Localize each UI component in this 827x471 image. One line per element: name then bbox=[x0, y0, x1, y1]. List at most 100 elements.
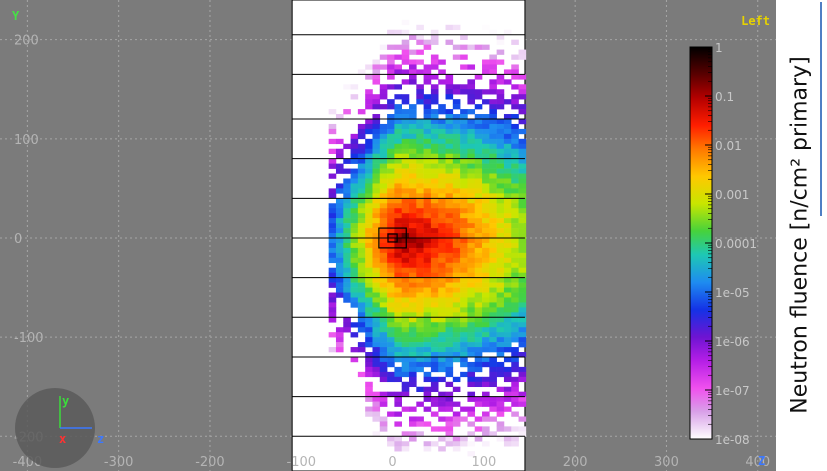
heat-cell-169 bbox=[358, 263, 366, 268]
heat-cell-1245 bbox=[475, 302, 483, 307]
heat-cell-324 bbox=[380, 129, 388, 134]
heat-cell-1253 bbox=[475, 342, 483, 347]
heat-cell-1165 bbox=[467, 238, 475, 243]
heat-cell-395 bbox=[387, 134, 395, 139]
heat-cell-1409 bbox=[497, 89, 505, 94]
heat-cell-379 bbox=[380, 421, 388, 426]
heat-cell-408 bbox=[387, 198, 395, 203]
heat-cell-1237 bbox=[475, 263, 483, 268]
heat-cell-787 bbox=[424, 377, 432, 382]
heat-cell-1248 bbox=[475, 317, 483, 322]
heat-cell-1435 bbox=[497, 228, 505, 233]
heat-cell-1269 bbox=[482, 64, 490, 69]
heat-cell-1603 bbox=[511, 441, 519, 446]
heat-cell-188 bbox=[365, 89, 373, 94]
heat-cell-687 bbox=[416, 208, 424, 213]
heat-cell-742 bbox=[424, 149, 432, 154]
heat-cell-1310 bbox=[482, 297, 490, 302]
heat-cell-971 bbox=[446, 268, 454, 273]
heat-cell-328 bbox=[380, 149, 388, 154]
heat-cell-1045 bbox=[453, 283, 461, 288]
heat-cell-308 bbox=[372, 372, 380, 377]
heat-cell-1328 bbox=[482, 412, 490, 417]
heat-cell-813 bbox=[431, 144, 439, 149]
heat-cell-1097 bbox=[460, 213, 468, 218]
plot-viewport[interactable]: -400 -300 -200 -100 0 100 200 300 400 200 100 0 -100… bbox=[0, 0, 776, 471]
heat-cell-1064 bbox=[453, 412, 461, 417]
heat-cell-210 bbox=[365, 213, 373, 218]
heat-cell-665 bbox=[416, 84, 424, 89]
heat-cell-710 bbox=[416, 322, 424, 327]
heat-cell-270 bbox=[372, 183, 380, 188]
heat-cell-886 bbox=[438, 188, 446, 193]
heat-cell-139 bbox=[351, 357, 359, 362]
heat-cell-363 bbox=[380, 322, 388, 327]
heat-cell-1145 bbox=[467, 139, 475, 144]
heat-cell-1403 bbox=[497, 35, 505, 40]
heat-cell-19 bbox=[329, 248, 337, 253]
heat-cell-1587 bbox=[511, 332, 519, 337]
heat-cell-1134 bbox=[467, 64, 475, 69]
heat-cell-351 bbox=[380, 263, 388, 268]
heat-cell-824 bbox=[431, 198, 439, 203]
heat-cell-151 bbox=[358, 174, 366, 179]
heat-cell-1321 bbox=[482, 357, 490, 362]
heat-cell-26 bbox=[329, 293, 337, 298]
heat-cell-802 bbox=[431, 84, 439, 89]
heat-cell-629 bbox=[409, 263, 417, 268]
heat-cell-45 bbox=[336, 213, 344, 218]
heat-cell-358 bbox=[380, 297, 388, 302]
heat-cell-650 bbox=[409, 367, 417, 372]
heat-cell-1018 bbox=[453, 149, 461, 154]
heat-cell-1022 bbox=[453, 169, 461, 174]
heat-cell-1487 bbox=[504, 169, 512, 174]
heat-cell-1418 bbox=[497, 144, 505, 149]
heat-cell-1334 bbox=[489, 55, 497, 60]
heat-cell-828 bbox=[431, 218, 439, 223]
heat-cell-1369 bbox=[489, 238, 497, 243]
heat-cell-1182 bbox=[467, 322, 475, 327]
heat-cell-1531 bbox=[504, 407, 512, 412]
heat-cell-1486 bbox=[504, 164, 512, 169]
heat-cell-1505 bbox=[504, 258, 512, 263]
heat-cell-173 bbox=[358, 283, 366, 288]
heat-cell-1187 bbox=[467, 347, 475, 352]
x-tick-label-7: 300 bbox=[654, 455, 679, 470]
heat-cell-730 bbox=[424, 79, 432, 84]
heat-cell-1287 bbox=[482, 183, 490, 188]
heat-cell-477 bbox=[394, 213, 402, 218]
heat-cell-598 bbox=[409, 109, 417, 114]
heat-cell-1479 bbox=[504, 129, 512, 134]
heat-cell-1512 bbox=[504, 293, 512, 298]
heat-cell-1401 bbox=[489, 416, 497, 421]
heat-cell-1637 bbox=[519, 253, 527, 258]
heat-cell-739 bbox=[424, 134, 432, 139]
heat-cell-1354 bbox=[489, 164, 497, 169]
heat-cell-1563 bbox=[511, 213, 519, 218]
heat-cell-182 bbox=[358, 327, 366, 332]
heat-cell-1073 bbox=[460, 64, 468, 69]
heat-cell-833 bbox=[431, 243, 439, 248]
heat-cell-245 bbox=[365, 397, 373, 402]
heat-cell-124 bbox=[351, 248, 359, 253]
heat-cell-120 bbox=[351, 228, 359, 233]
heat-cell-95 bbox=[343, 293, 351, 298]
heat-cell-1095 bbox=[460, 203, 468, 208]
heat-cell-1275 bbox=[482, 124, 490, 129]
heat-cell-1316 bbox=[482, 327, 490, 332]
heat-cell-1170 bbox=[467, 263, 475, 268]
heat-cell-472 bbox=[394, 188, 402, 193]
heat-cell-1191 bbox=[467, 372, 475, 377]
heat-cell-804 bbox=[431, 94, 439, 99]
heat-cell-1039 bbox=[453, 253, 461, 258]
heat-cell-240 bbox=[365, 367, 373, 372]
heat-cell-1146 bbox=[467, 144, 475, 149]
heat-cell-1414 bbox=[497, 124, 505, 129]
heat-cell-172 bbox=[358, 278, 366, 283]
heat-cell-1290 bbox=[482, 198, 490, 203]
heat-cell-1371 bbox=[489, 248, 497, 253]
heat-cell-907 bbox=[438, 293, 446, 298]
orientation-gizmo: y x z bbox=[15, 388, 104, 468]
heat-cell-289 bbox=[372, 278, 380, 283]
heat-cell-644 bbox=[409, 337, 417, 342]
